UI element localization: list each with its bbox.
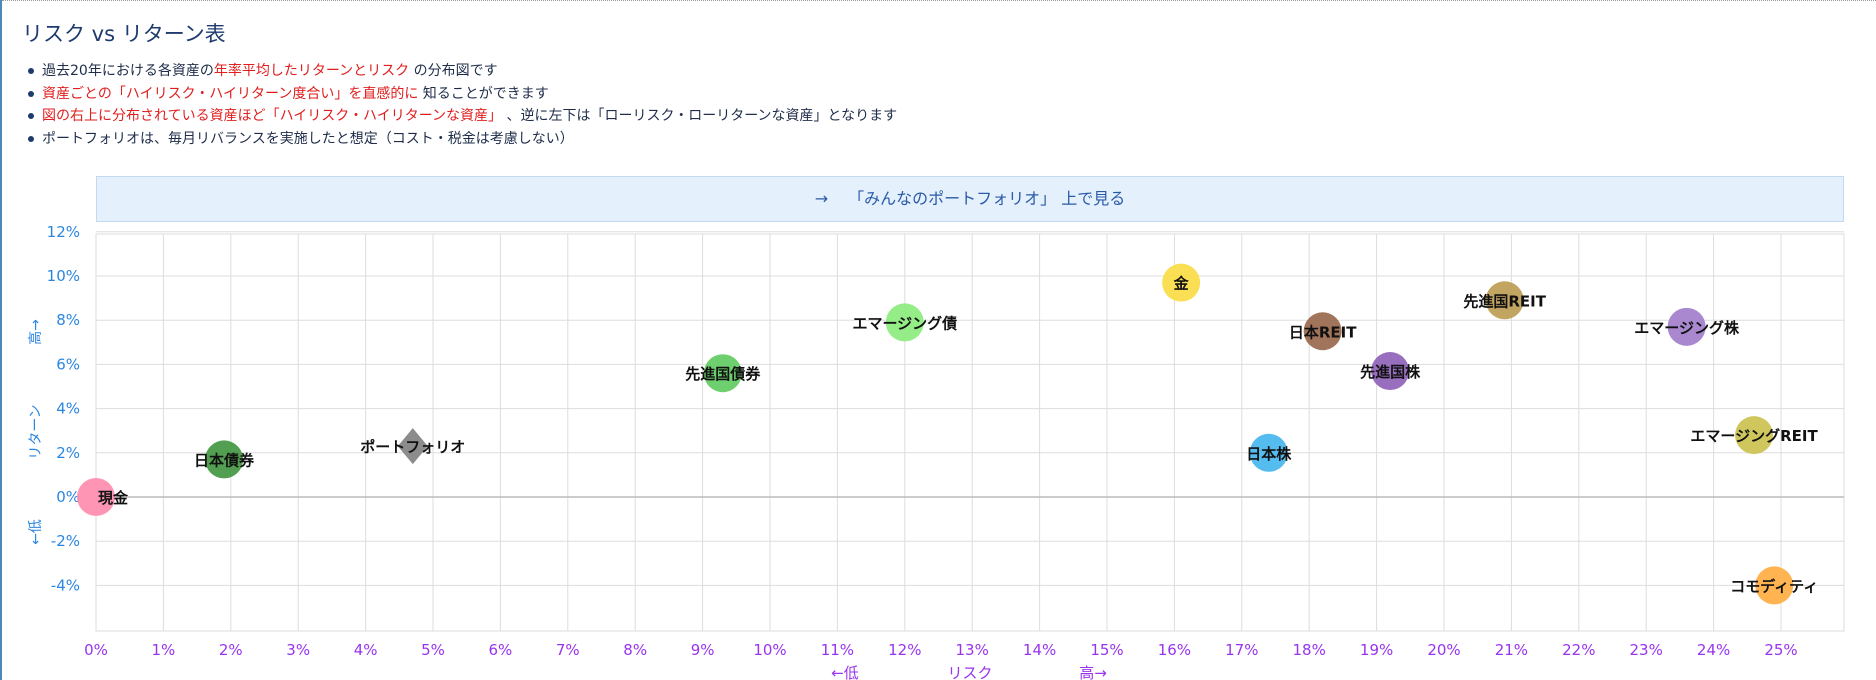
note-item: 過去20年における各資産の年率平均したリターンとリスク の分布図です — [26, 60, 897, 83]
note-text: 過去20年における各資産の — [42, 63, 214, 79]
data-point — [1303, 312, 1342, 351]
data-point — [205, 440, 244, 479]
bullet-icon — [28, 135, 34, 142]
note-emphasis: 年率平均したリターンとリスク — [213, 63, 410, 79]
x-tick-label: 7% — [556, 641, 580, 659]
x-tick-label: 20% — [1427, 641, 1460, 659]
y-axis-label-high: 高→ — [27, 319, 44, 345]
x-tick-label: 2% — [219, 641, 243, 659]
bullet-icon — [28, 90, 34, 97]
x-tick-label: 13% — [956, 641, 989, 659]
y-tick-label: 4% — [56, 400, 80, 418]
data-label: 日本REIT — [1289, 323, 1357, 341]
x-tick-label: 10% — [753, 641, 786, 659]
y-axis-label: リターン — [28, 404, 44, 459]
x-axis-label-high: 高→ — [1079, 664, 1107, 680]
data-label: 先進国株 — [1360, 363, 1421, 381]
x-tick-label: 1% — [152, 641, 176, 659]
note-text: ポートフォリオは、毎月リバランスを実施したと想定（コスト・税金は考慮しない） — [42, 130, 574, 147]
arrow-right-icon: → — [814, 189, 829, 208]
x-tick-label: 0% — [84, 641, 108, 659]
x-tick-label: 23% — [1630, 641, 1663, 659]
y-tick-label: 6% — [56, 355, 80, 373]
x-tick-label: 6% — [489, 641, 513, 659]
note-text: 、逆に左下は「ローリスク・ローリターンな資産」となります — [502, 108, 898, 124]
x-tick-label: 15% — [1090, 641, 1123, 659]
data-label: 日本債券 — [194, 451, 255, 469]
x-tick-label: 24% — [1697, 641, 1730, 659]
data-point — [1735, 416, 1774, 455]
data-label: 先進国債券 — [685, 365, 761, 383]
note-text: の分布図です — [409, 63, 498, 79]
notes-list: 過去20年における各資産の年率平均したリターンとリスク の分布図です 資産ごとの… — [26, 60, 897, 150]
note-emphasis: 図の右上に分布されている資産ほど「ハイリスク・ハイリターンな資産」 — [42, 108, 503, 124]
data-label: 金 — [1173, 275, 1190, 293]
data-point — [1755, 566, 1794, 605]
data-label: 日本株 — [1246, 445, 1292, 463]
bullet-icon — [28, 113, 34, 119]
data-point — [77, 478, 115, 516]
data-point — [703, 354, 742, 393]
x-tick-label: 16% — [1158, 641, 1191, 659]
risk-return-scatter-chart: -4% -2% 0% 2% 4% 6% 8% 10% 12% 0% 1% 2% 3% 4% 5% 6% 7% 8%… — [27, 223, 1845, 680]
y-tick-label: -4% — [51, 576, 80, 594]
section-title: リスク vs リターン表 — [22, 22, 226, 46]
y-tick-label: -2% — [51, 532, 80, 550]
x-tick-label: 18% — [1293, 641, 1326, 659]
y-axis-label-low: ←低 — [28, 519, 44, 545]
x-tick-label: 4% — [354, 641, 378, 659]
left-border — [0, 0, 2, 680]
y-tick-label: 8% — [56, 311, 80, 329]
x-tick-label: 9% — [691, 641, 715, 659]
data-point — [1162, 263, 1201, 302]
data-point — [1485, 281, 1524, 320]
data-label: 先進国REIT — [1463, 292, 1546, 310]
note-item: ポートフォリオは、毎月リバランスを実施したと想定（コスト・税金は考慮しない） — [26, 128, 897, 151]
x-tick-label: 21% — [1495, 641, 1528, 659]
x-tick-label: 12% — [888, 641, 921, 659]
x-tick-label: 19% — [1360, 641, 1393, 659]
bullet-icon — [28, 68, 34, 74]
y-tick-label: 2% — [56, 444, 80, 462]
x-tick-label: 22% — [1562, 641, 1595, 659]
x-tick-label: 3% — [286, 641, 310, 659]
x-axis-label-low: ←低 — [831, 664, 859, 680]
data-label: ポートフォリオ — [360, 438, 465, 456]
data-point — [885, 303, 924, 342]
data-label: 現金 — [98, 489, 129, 507]
data-label: エマージング株 — [1634, 319, 1740, 337]
data-point — [1667, 307, 1706, 346]
note-item: 図の右上に分布されている資産ほど「ハイリスク・ハイリターンな資産」 、逆に左下は… — [26, 105, 897, 128]
portfolio-link-label: 「みんなのポートフォリオ」 上で見る — [848, 189, 1126, 208]
portfolio-link-button[interactable]: → 「みんなのポートフォリオ」 上で見る — [96, 176, 1844, 222]
data-label: コモディティ — [1730, 577, 1818, 595]
note-item: 資産ごとの「ハイリスク・ハイリターン度合い」を直感的に 知ることができます — [26, 83, 897, 106]
top-divider — [2, 0, 1876, 1]
x-tick-label: 5% — [421, 641, 445, 659]
note-emphasis: 資産ごとの「ハイリスク・ハイリターン度合い」を直感的に — [42, 85, 419, 102]
data-point — [1249, 433, 1288, 472]
data-point-portfolio — [397, 428, 428, 465]
y-tick-label: 10% — [47, 267, 80, 285]
data-point — [1371, 352, 1410, 391]
x-tick-label: 8% — [623, 641, 647, 659]
y-tick-label: 0% — [56, 488, 80, 506]
y-tick-label: 12% — [47, 223, 80, 241]
plot-area — [95, 233, 1845, 632]
note-text: 知ることができます — [418, 85, 549, 102]
data-label: エマージングREIT — [1690, 427, 1818, 445]
x-axis-label: リスク — [947, 664, 992, 680]
x-tick-label: 11% — [821, 641, 854, 659]
x-tick-label: 14% — [1023, 641, 1056, 659]
x-tick-label: 17% — [1225, 641, 1258, 659]
data-label: エマージング債 — [852, 314, 957, 332]
x-tick-label: 25% — [1764, 641, 1797, 659]
